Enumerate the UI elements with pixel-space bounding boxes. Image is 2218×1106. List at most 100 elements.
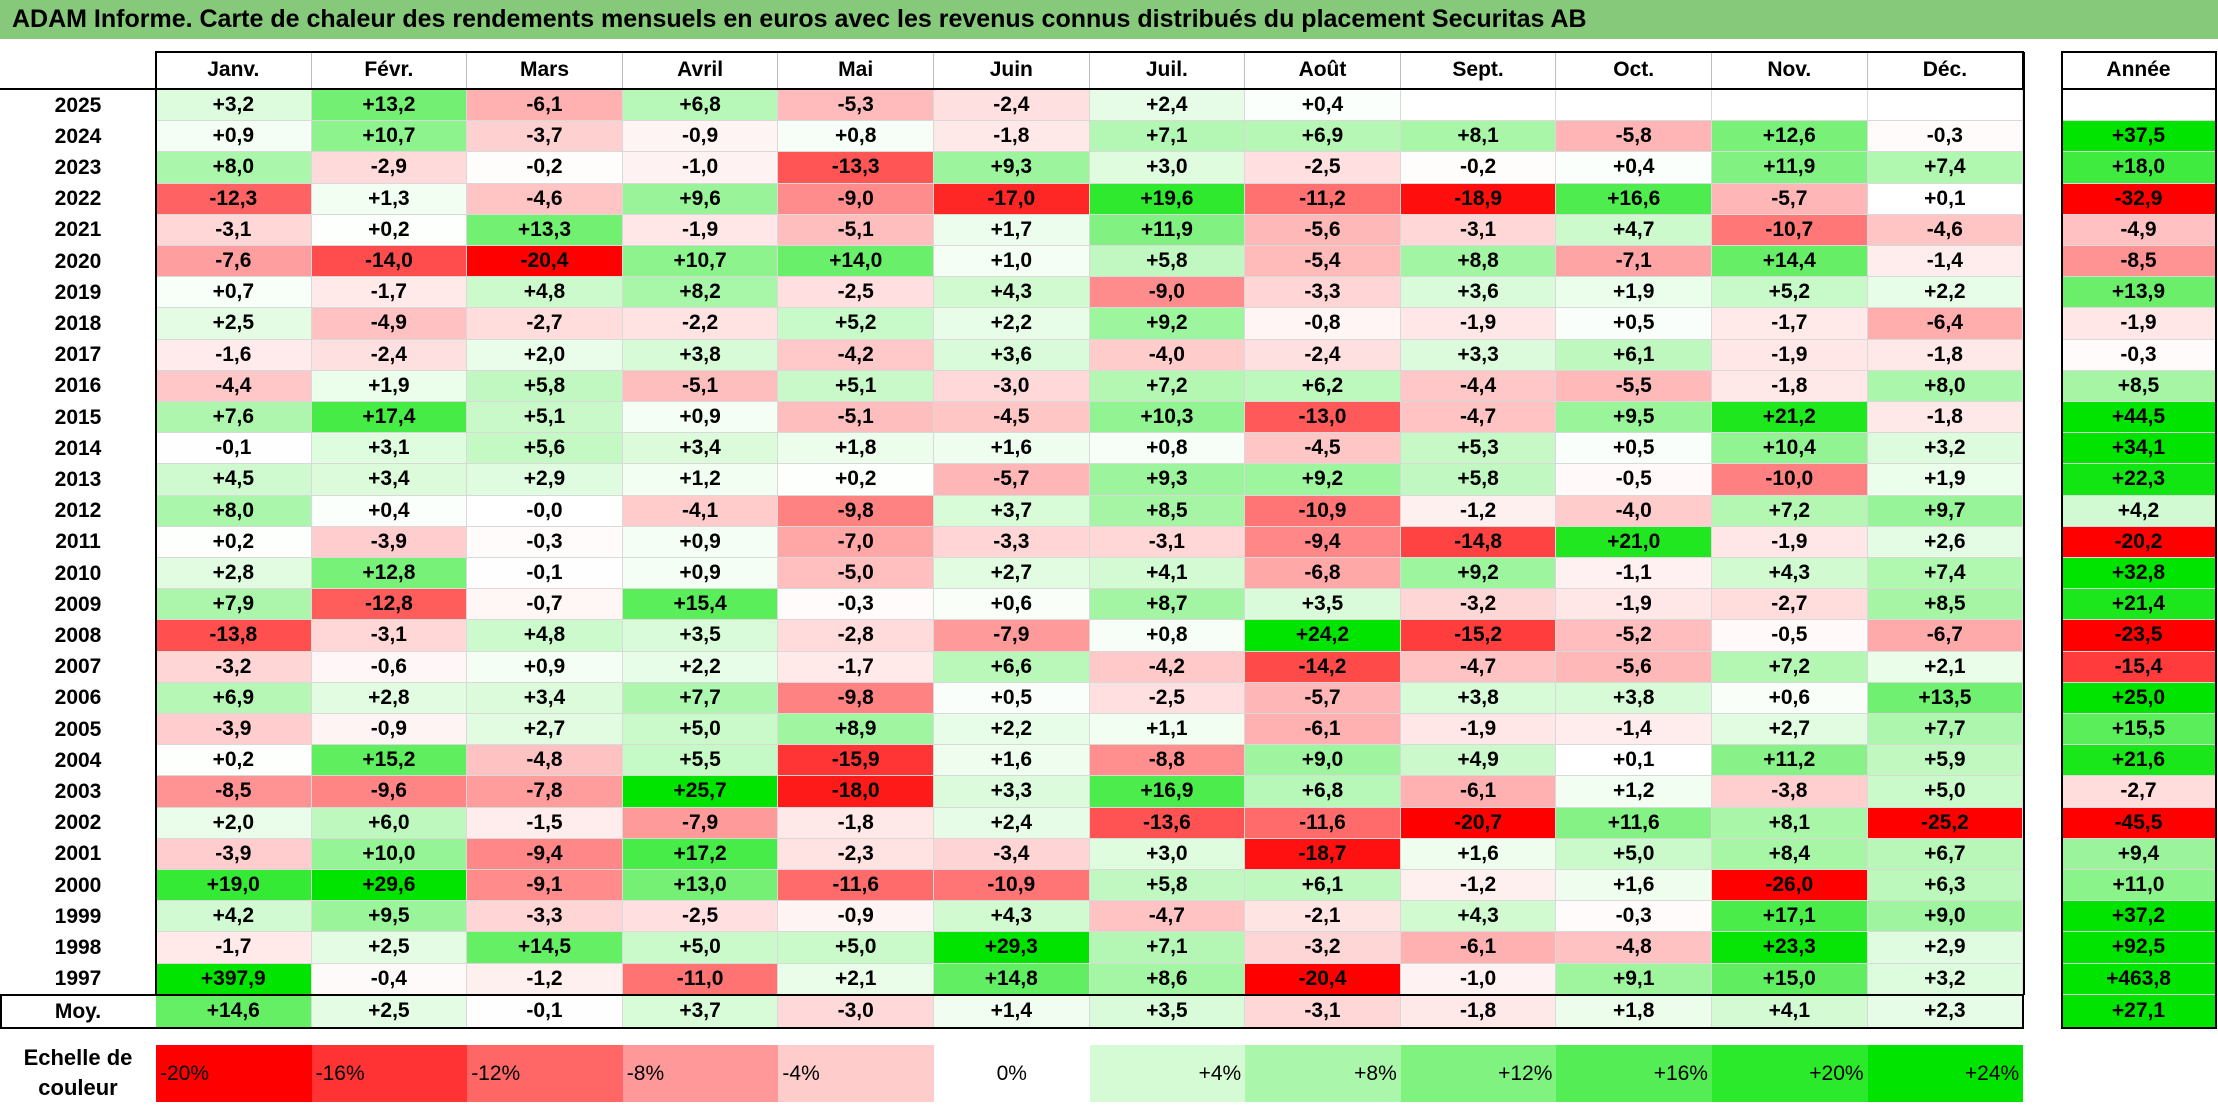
heatmap-cell: -1,4 — [1556, 714, 1712, 746]
heatmap-cell: +0,2 — [156, 745, 312, 777]
heatmap-cell: -3,1 — [1400, 214, 1557, 246]
heatmap-cell: -7,6 — [156, 246, 312, 278]
average-cell: -0,1 — [467, 995, 623, 1028]
heatmap-cell: -5,1 — [622, 370, 779, 402]
heatmap-cell: -4,2 — [778, 339, 934, 371]
annual-cell: +21,4 — [2062, 589, 2216, 621]
heatmap-cell: -1,7 — [311, 277, 468, 309]
month-header: Févr. — [311, 52, 468, 89]
color-scale-label: couleur — [38, 1075, 118, 1100]
heatmap-cell: -4,7 — [1089, 901, 1246, 933]
heatmap-cell: -4,5 — [934, 402, 1090, 434]
heatmap-cell: +11,9 — [1712, 152, 1868, 184]
year-label: 2018 — [0, 308, 156, 340]
heatmap-cell: -18,7 — [1245, 838, 1401, 870]
heatmap-cell: +12,6 — [1712, 121, 1868, 153]
heatmap-cell: +8,5 — [1089, 495, 1246, 527]
heatmap-cell: -9,4 — [467, 838, 623, 870]
month-header: Mars — [467, 52, 623, 89]
color-scale-step: -8% — [622, 1045, 779, 1102]
color-scale-step: +12% — [1400, 1045, 1557, 1102]
heatmap-cell: -1,7 — [156, 932, 312, 964]
heatmap-cell: -12,8 — [311, 589, 468, 621]
heatmap-cell: +5,5 — [622, 745, 779, 777]
annual-cell: +15,5 — [2062, 714, 2216, 746]
heatmap-cell: -1,2 — [1400, 495, 1557, 527]
heatmap-cell: -4,7 — [1400, 402, 1557, 434]
heatmap-cell: +4,3 — [1400, 901, 1557, 933]
heatmap-cell — [1867, 90, 2024, 122]
heatmap-cell: +8,6 — [1089, 963, 1246, 995]
heatmap-cell: +5,9 — [1867, 745, 2024, 777]
month-header: Mai — [778, 52, 934, 89]
year-label: 2011 — [0, 526, 156, 558]
heatmap-cell: -3,1 — [1089, 526, 1246, 558]
heatmap-cell: -15,9 — [778, 745, 934, 777]
year-label: 1998 — [0, 932, 156, 964]
heatmap-cell: -9,8 — [778, 495, 934, 527]
heatmap-cell: -5,7 — [1245, 682, 1401, 714]
heatmap-cell: -4,5 — [1245, 433, 1401, 465]
heatmap-cell: -2,9 — [311, 152, 468, 184]
annual-cell: -20,2 — [2062, 526, 2216, 558]
heatmap-cell: +25,7 — [622, 776, 779, 808]
heatmap-cell: +4,8 — [467, 277, 623, 309]
heatmap-cell: +3,2 — [1867, 963, 2024, 995]
heatmap-cell: -0,5 — [1556, 464, 1712, 496]
heatmap-cell: +0,9 — [467, 651, 623, 683]
heatmap-cell: -4,0 — [1556, 495, 1712, 527]
heatmap-cell: -2,4 — [1245, 339, 1401, 371]
heatmap-cell: +3,7 — [934, 495, 1090, 527]
heatmap-cell — [1556, 90, 1712, 122]
heatmap-cell: -1,1 — [1556, 558, 1712, 590]
heatmap-cell: -4,7 — [1400, 651, 1557, 683]
heatmap-cell: -1,9 — [1400, 308, 1557, 340]
month-header: Juin — [934, 52, 1090, 89]
heatmap-cell: -7,9 — [934, 620, 1090, 652]
annual-cell: +22,3 — [2062, 464, 2216, 496]
heatmap-cell: +0,7 — [156, 277, 312, 309]
month-header: Janv. — [156, 52, 312, 89]
year-label: 2003 — [0, 776, 156, 808]
heatmap-cell: +2,1 — [1867, 651, 2024, 683]
annual-cell: +9,4 — [2062, 838, 2216, 870]
heatmap-cell: +21,0 — [1556, 526, 1712, 558]
color-scale-step: -12% — [467, 1045, 623, 1102]
heatmap-cell: +1,6 — [934, 433, 1090, 465]
heatmap-cell: +1,9 — [1867, 464, 2024, 496]
heatmap-cell: -3,1 — [156, 214, 312, 246]
heatmap-cell: +3,6 — [1400, 277, 1557, 309]
heatmap-cell: +3,3 — [1400, 339, 1557, 371]
heatmap-cell: +2,9 — [1867, 932, 2024, 964]
heatmap-cell: +8,0 — [1867, 370, 2024, 402]
heatmap-cell: -2,7 — [467, 308, 623, 340]
color-scale-step: +8% — [1245, 1045, 1401, 1102]
heatmap-cell: +0,1 — [1867, 183, 2024, 215]
heatmap-cell: +6,8 — [622, 90, 779, 122]
heatmap-cell: -14,2 — [1245, 651, 1401, 683]
heatmap-cell: -10,7 — [1712, 214, 1868, 246]
heatmap-cell: +10,0 — [311, 838, 468, 870]
color-scale-step: +24% — [1867, 1045, 2024, 1102]
heatmap-cell: -0,2 — [1400, 152, 1557, 184]
heatmap-cell: +12,8 — [311, 558, 468, 590]
heatmap-cell: -8,5 — [156, 776, 312, 808]
heatmap-cell: +6,7 — [1867, 838, 2024, 870]
heatmap-cell: +2,2 — [1867, 277, 2024, 309]
heatmap-cell: -3,0 — [934, 370, 1090, 402]
heatmap-cell: +2,2 — [934, 714, 1090, 746]
heatmap-cell: +0,2 — [778, 464, 934, 496]
heatmap-cell: +2,8 — [156, 558, 312, 590]
heatmap-cell: +6,1 — [1556, 339, 1712, 371]
heatmap-cell: -0,3 — [1867, 121, 2024, 153]
annual-cell: -45,5 — [2062, 807, 2216, 839]
heatmap-cell: -3,9 — [311, 526, 468, 558]
heatmap-cell: +29,3 — [934, 932, 1090, 964]
heatmap-cell: -4,6 — [1867, 214, 2024, 246]
heatmap-cell: +5,1 — [778, 370, 934, 402]
year-label: 1999 — [0, 901, 156, 933]
heatmap-cell: +8,1 — [1712, 807, 1868, 839]
month-header: Juil. — [1089, 52, 1246, 89]
heatmap-cell: -1,8 — [1712, 370, 1868, 402]
